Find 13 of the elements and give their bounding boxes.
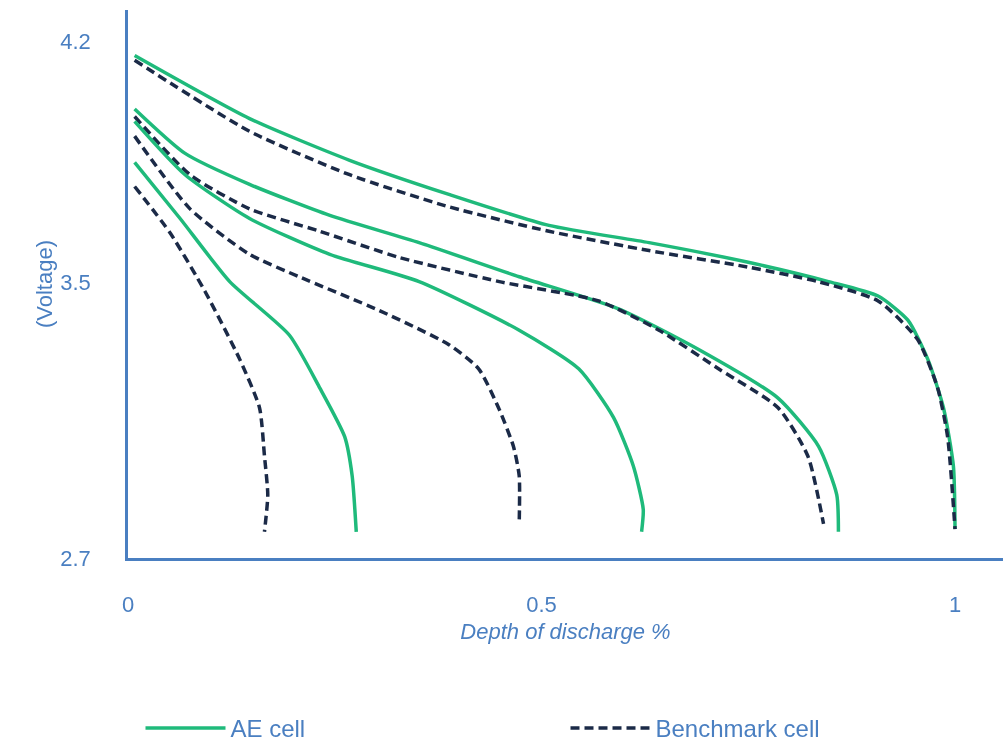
x-tick-label: 0: [121, 592, 135, 618]
y-tick-label: 4.2: [60, 28, 91, 54]
y-tick-label: 2.7: [60, 545, 91, 571]
line-series: [132, 119, 646, 534]
x-tick-label: 1: [948, 592, 962, 618]
y-axis-title: (Voltage): [32, 239, 58, 329]
y-tick-label: 3.5: [60, 269, 91, 295]
legend-label: Benchmark cell: [655, 715, 820, 743]
legend-label: AE cell: [230, 715, 306, 743]
x-axis-title: Depth of discharge %: [460, 619, 671, 645]
line-series: [132, 160, 359, 534]
x-tick-label: 0.5: [526, 592, 557, 618]
line-series: [132, 184, 270, 534]
